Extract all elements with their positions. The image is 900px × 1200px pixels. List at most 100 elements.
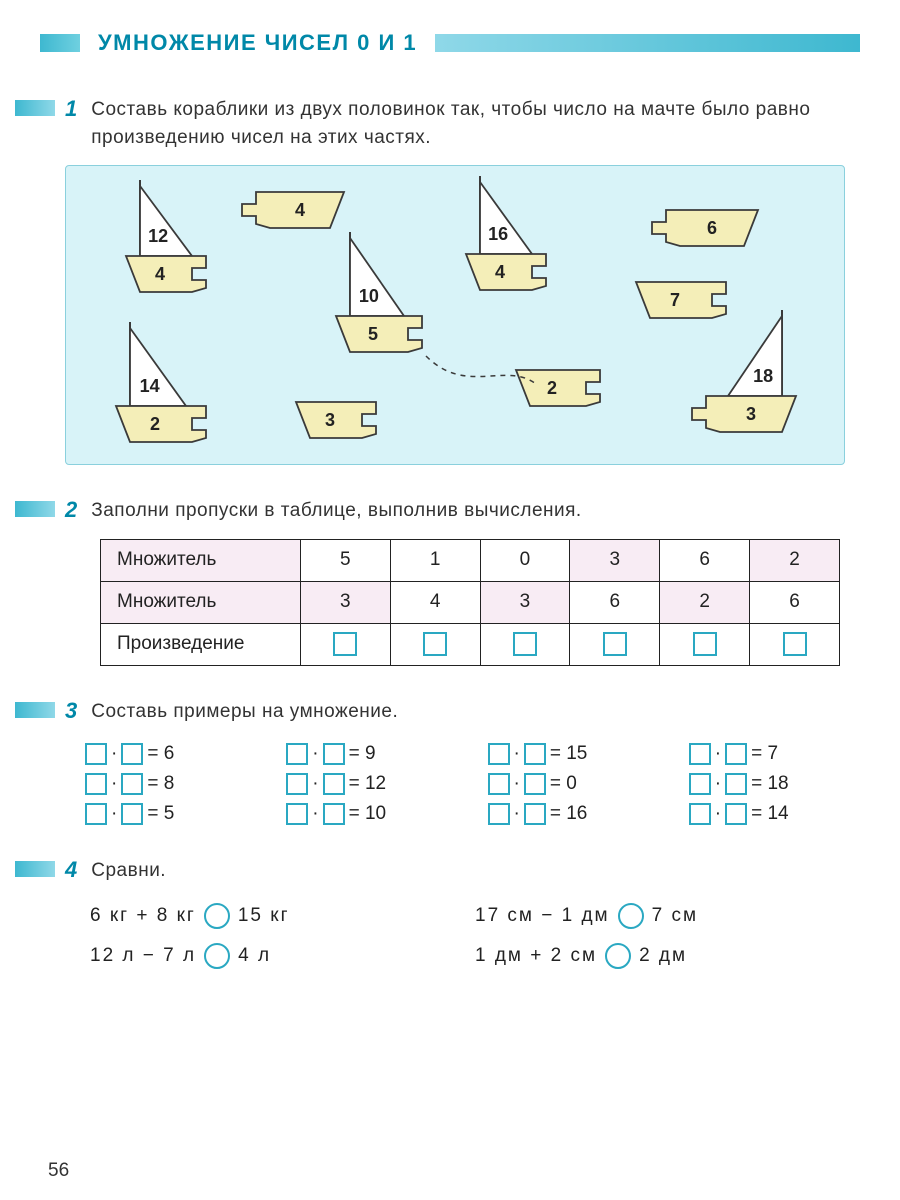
- task-4-head: 4 Сравни.: [40, 857, 860, 885]
- compare-right: 2 дм: [639, 945, 687, 967]
- compare-left: 6 кг + 8 кг: [90, 905, 196, 927]
- answer-box[interactable]: [689, 743, 711, 765]
- dot-operator: ·: [715, 773, 721, 795]
- answer-box[interactable]: [323, 773, 345, 795]
- answer-box[interactable]: [524, 773, 546, 795]
- answer-box[interactable]: [323, 803, 345, 825]
- dot-operator: ·: [111, 803, 117, 825]
- table-row-label: Множитель: [101, 539, 301, 581]
- table-cell: 5: [300, 539, 390, 581]
- dot-operator: ·: [715, 803, 721, 825]
- task-2-text: Заполни пропуски в таблице, выполнив выч…: [91, 497, 581, 525]
- equation-line: · = 12: [286, 773, 457, 795]
- compare-circle[interactable]: [204, 903, 230, 929]
- task-marker-icon: [15, 861, 55, 877]
- answer-box[interactable]: [85, 743, 107, 765]
- compare-right: 7 см: [652, 905, 698, 927]
- dot-operator: ·: [312, 773, 318, 795]
- svg-text:4: 4: [295, 200, 305, 220]
- table-cell: 6: [660, 539, 750, 581]
- boats-svg: 12416410514218346723: [66, 166, 846, 466]
- compare-right: 4 л: [238, 945, 271, 967]
- compare-circle[interactable]: [618, 903, 644, 929]
- answer-box[interactable]: [689, 773, 711, 795]
- equation-line: · = 0: [488, 773, 659, 795]
- answer-box[interactable]: [488, 773, 510, 795]
- boats-figure: 12416410514218346723: [65, 165, 845, 465]
- dot-operator: ·: [715, 743, 721, 765]
- compare-left: 17 см − 1 дм: [475, 905, 610, 927]
- task-4-number: 4: [65, 857, 77, 883]
- answer-box[interactable]: [513, 632, 537, 656]
- compare-line: 6 кг + 8 кг 15 кг: [90, 903, 475, 929]
- svg-text:3: 3: [746, 404, 756, 424]
- svg-text:5: 5: [368, 324, 378, 344]
- table-cell: 2: [660, 581, 750, 623]
- header-bar-left: [40, 34, 80, 52]
- task-3-head: 3 Составь примеры на умножение.: [40, 698, 860, 726]
- equation-line: · = 6: [85, 743, 256, 765]
- table-cell: 0: [480, 539, 570, 581]
- answer-box[interactable]: [423, 632, 447, 656]
- compare-circle[interactable]: [605, 943, 631, 969]
- answer-box[interactable]: [488, 743, 510, 765]
- answer-box[interactable]: [725, 773, 747, 795]
- answer-box[interactable]: [725, 743, 747, 765]
- equation-result: = 18: [751, 773, 789, 795]
- table-cell: 6: [750, 581, 840, 623]
- exercise-2: 2 Заполни пропуски в таблице, выполнив в…: [40, 497, 860, 666]
- answer-box[interactable]: [121, 803, 143, 825]
- equation-result: = 15: [550, 743, 588, 765]
- header-title: УМНОЖЕНИЕ ЧИСЕЛ 0 И 1: [98, 30, 417, 56]
- answer-box[interactable]: [85, 773, 107, 795]
- table-cell: 4: [390, 581, 480, 623]
- dot-operator: ·: [312, 743, 318, 765]
- table-cell: 3: [300, 581, 390, 623]
- svg-text:3: 3: [325, 410, 335, 430]
- equation-line: · = 10: [286, 803, 457, 825]
- answer-box[interactable]: [121, 773, 143, 795]
- equation-line: · = 7: [689, 743, 860, 765]
- task-3-number: 3: [65, 698, 77, 724]
- exercise-1: 1 Составь кораблики из двух половинок та…: [40, 96, 860, 465]
- answer-box[interactable]: [524, 743, 546, 765]
- compare-left: 1 дм + 2 см: [475, 945, 597, 967]
- multiplication-table: Множитель510362Множитель343626Произведен…: [100, 539, 840, 666]
- task-2-head: 2 Заполни пропуски в таблице, выполнив в…: [40, 497, 860, 525]
- answer-box[interactable]: [286, 803, 308, 825]
- answer-box[interactable]: [689, 803, 711, 825]
- answer-box[interactable]: [783, 632, 807, 656]
- answer-box[interactable]: [725, 803, 747, 825]
- svg-text:4: 4: [495, 262, 505, 282]
- svg-text:2: 2: [150, 414, 160, 434]
- page-number: 56: [48, 1160, 69, 1182]
- svg-text:2: 2: [547, 378, 557, 398]
- dot-operator: ·: [514, 803, 520, 825]
- compare-right: 15 кг: [238, 905, 290, 927]
- svg-text:7: 7: [670, 290, 680, 310]
- answer-box[interactable]: [488, 803, 510, 825]
- answer-box[interactable]: [286, 773, 308, 795]
- table-cell: [660, 623, 750, 665]
- answer-box[interactable]: [85, 803, 107, 825]
- answer-box[interactable]: [286, 743, 308, 765]
- task-1-head: 1 Составь кораблики из двух половинок та…: [40, 96, 860, 151]
- answer-box[interactable]: [603, 632, 627, 656]
- table-cell: 1: [390, 539, 480, 581]
- section-header: УМНОЖЕНИЕ ЧИСЕЛ 0 И 1: [40, 30, 860, 56]
- equation-result: = 6: [147, 743, 174, 765]
- answer-box[interactable]: [524, 803, 546, 825]
- table-cell: 3: [570, 539, 660, 581]
- task-3-text: Составь примеры на умножение.: [91, 698, 398, 726]
- answer-box[interactable]: [693, 632, 717, 656]
- equation-result: = 16: [550, 803, 588, 825]
- answer-box[interactable]: [323, 743, 345, 765]
- answer-box[interactable]: [333, 632, 357, 656]
- task-marker-icon: [15, 100, 55, 116]
- answer-box[interactable]: [121, 743, 143, 765]
- equation-line: · = 14: [689, 803, 860, 825]
- compare-circle[interactable]: [204, 943, 230, 969]
- dot-operator: ·: [514, 773, 520, 795]
- equation-result: = 12: [349, 773, 387, 795]
- compare-grid: 6 кг + 8 кг15 кг17 см − 1 дм7 см12 л − 7…: [90, 903, 860, 969]
